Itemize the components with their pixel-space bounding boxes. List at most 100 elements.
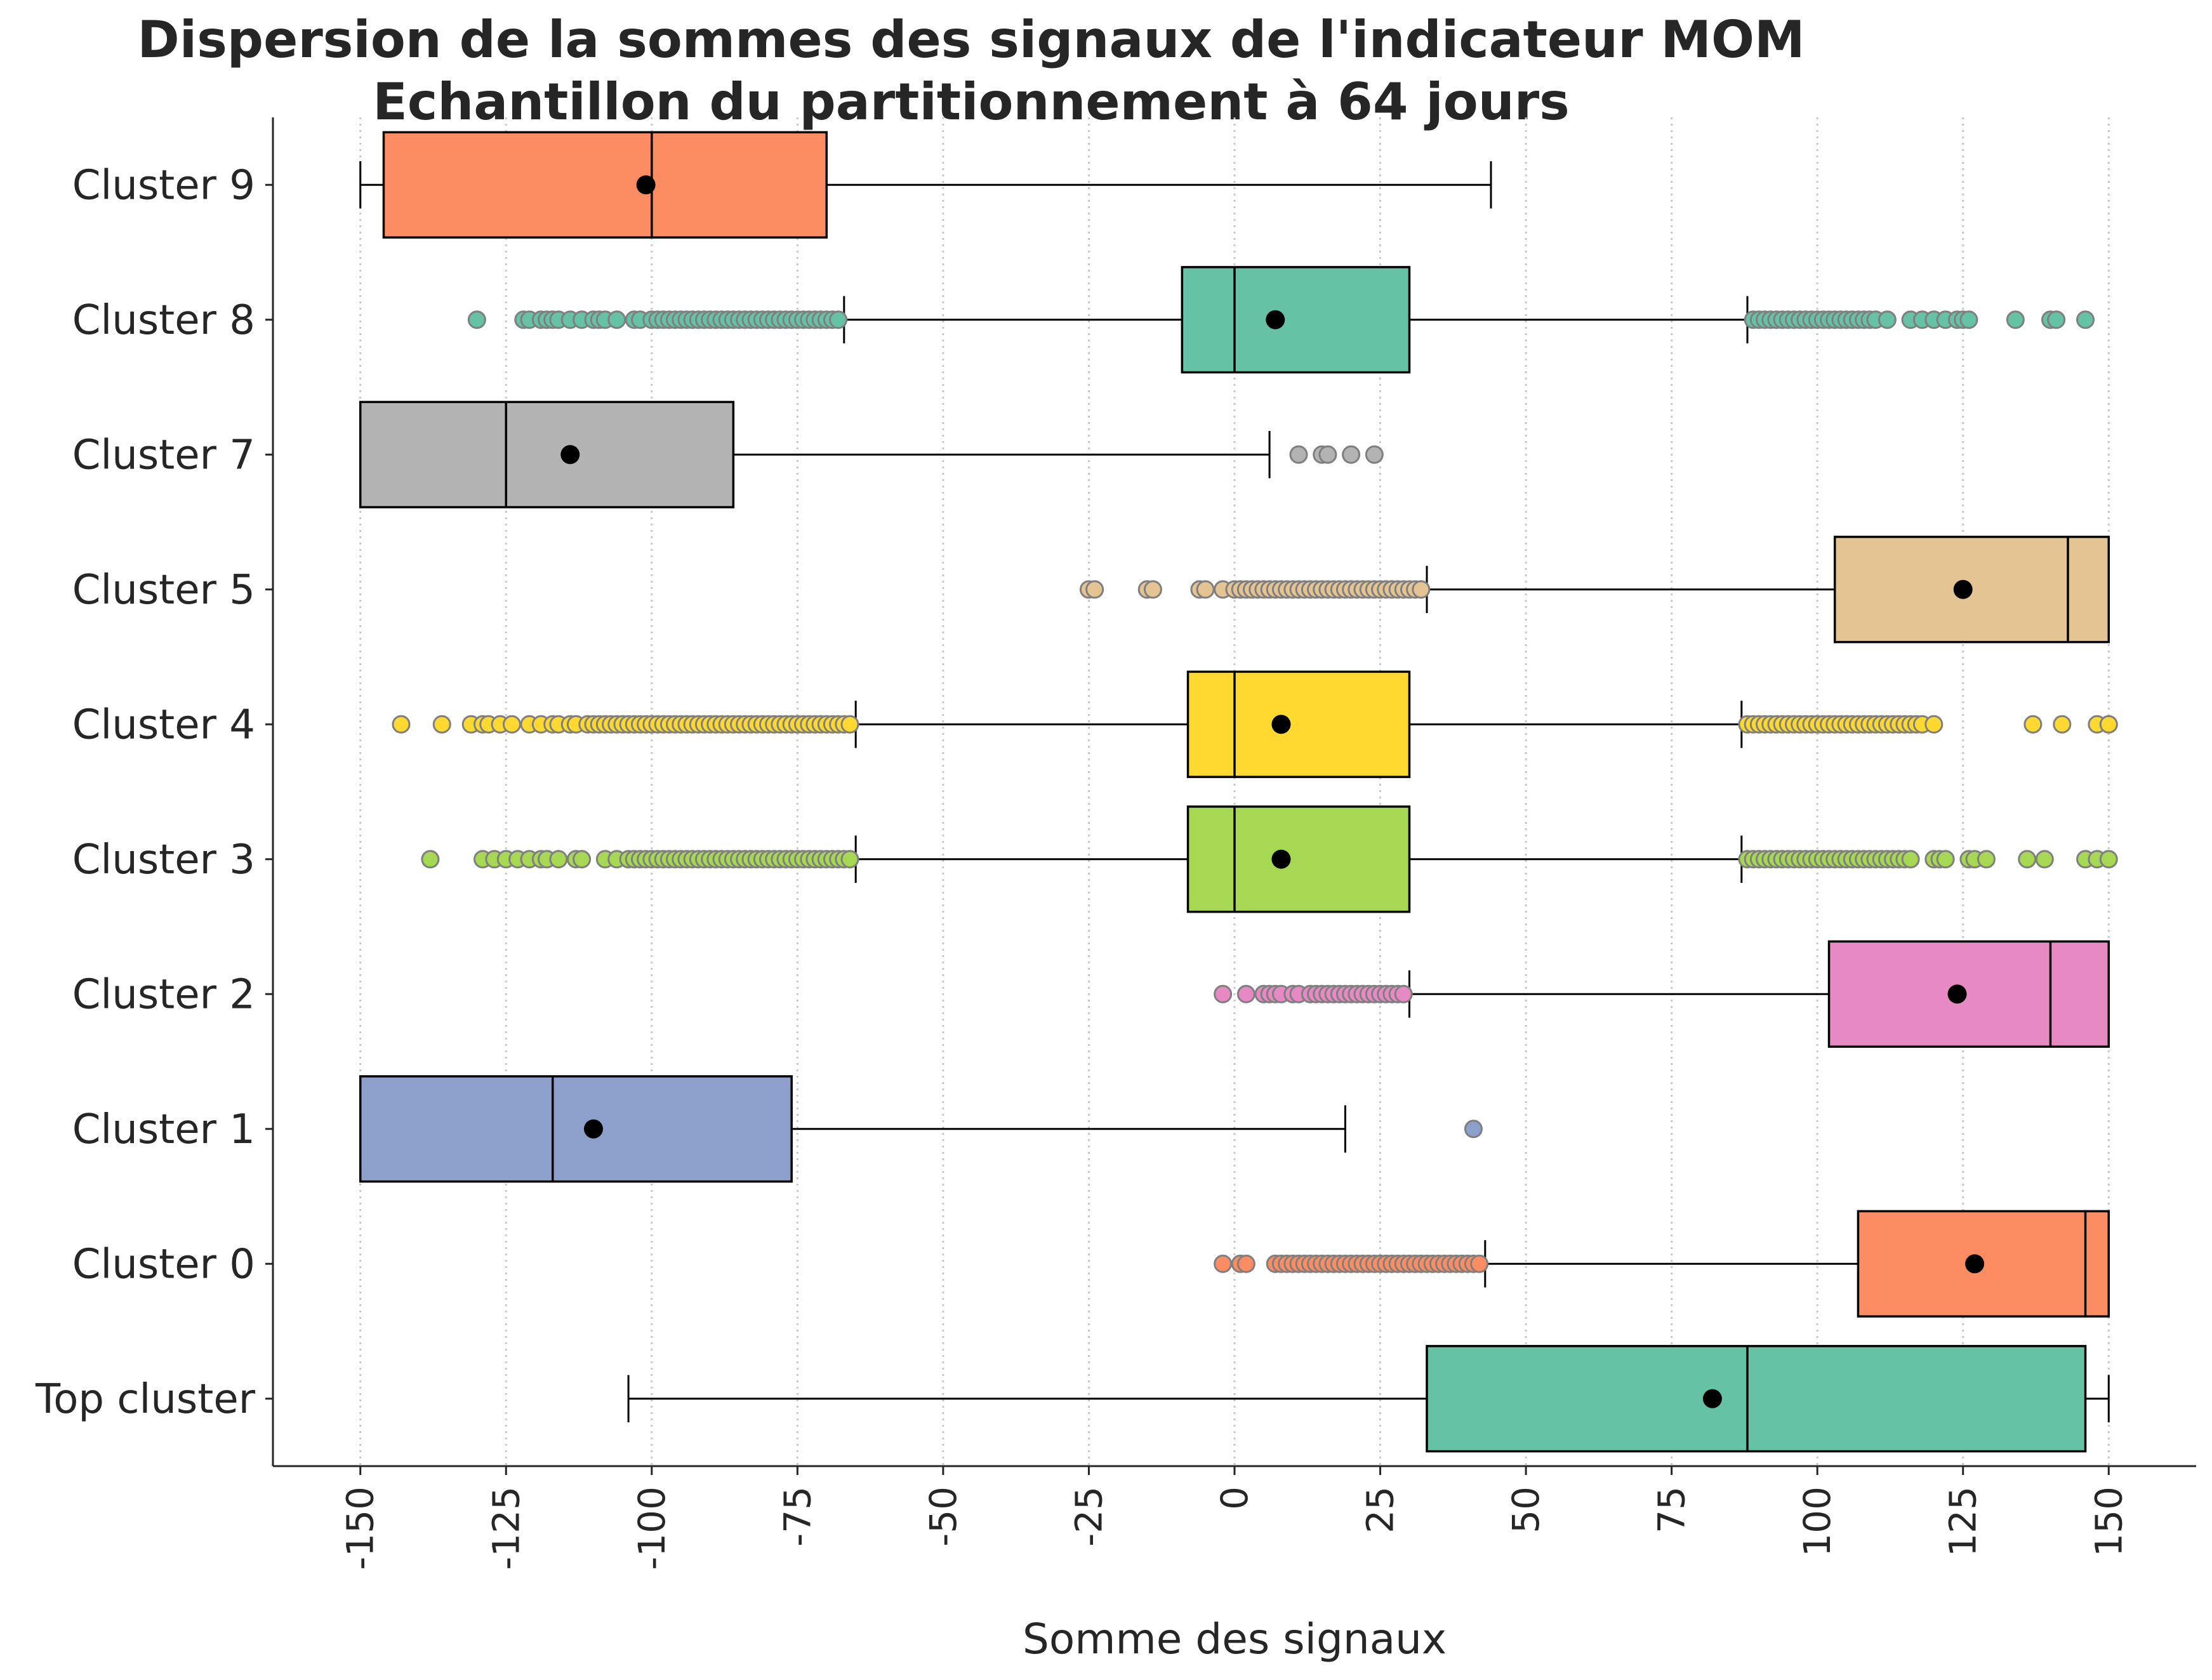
outlier-point [467,310,486,329]
mean-marker [1702,1389,1722,1408]
mean-marker [1953,579,1973,599]
mean-marker [1947,984,1967,1004]
y-tick-label: Cluster 4 [72,701,255,748]
outlier-point [1959,310,1978,329]
mean-marker [584,1119,603,1139]
iqr-box [359,1075,793,1183]
outlier-point [1342,445,1361,464]
box-group [392,670,2118,778]
y-tick-label: Cluster 8 [72,297,255,344]
x-tick-label: 25 [1359,1486,1402,1533]
outlier-point [2053,715,2072,734]
x-tick-label: -150 [339,1486,382,1570]
outlier-point [1289,445,1308,464]
outlier-point [1143,580,1162,599]
chart-title-line1: Dispersion de la sommes des signaux de l… [137,10,1805,69]
outlier-point [1936,850,1955,869]
box-group [1214,1210,2110,1318]
outlier-point [840,850,859,869]
outlier-point [840,715,859,734]
outlier-point [1394,984,1413,1003]
x-tick-label: -100 [630,1486,673,1570]
outlier-point [432,715,451,734]
outlier-point [1878,310,1897,329]
outlier-point [2099,715,2118,734]
outlier-point [1236,984,1255,1003]
outlier-point [607,310,626,329]
outlier-point [2006,310,2025,329]
y-tick-label: Cluster 7 [72,432,255,479]
box-group [359,131,1492,239]
iqr-box [1426,1345,2087,1453]
outlier-point [392,715,411,734]
outlier-point [421,850,440,869]
outlier-point [1214,984,1233,1003]
grid-lines [359,117,2110,1466]
mean-marker [1271,849,1291,869]
outlier-point [1318,445,1337,464]
y-tick-label: Cluster 9 [72,162,255,209]
mean-marker [1271,715,1291,734]
iqr-box [1186,805,1411,913]
mean-marker [1965,1254,1985,1274]
x-tick-label: 125 [1942,1486,1985,1557]
x-tick-label: 0 [1213,1486,1256,1510]
chart-title-line2: Echantillon du partitionnement à 64 jour… [373,72,1570,131]
box-group [1079,536,2110,644]
y-tick-label: Cluster 2 [72,971,255,1018]
outlier-point [2099,850,2118,869]
box-group [359,400,1384,508]
iqr-box [359,400,735,508]
y-tick-label: Top cluster [35,1376,256,1423]
y-tick-label: Cluster 3 [72,837,255,883]
outlier-point [1236,1254,1255,1273]
outlier-point [1924,715,1944,734]
outlier-point [549,850,568,869]
outlier-point [2047,310,2066,329]
outlier-point [573,850,592,869]
mean-marker [1266,310,1285,329]
outlier-point [2035,850,2054,869]
outlier-point [829,310,848,329]
outlier-point [1412,580,1431,599]
outlier-point [2076,310,2095,329]
y-tick-label: Cluster 1 [72,1106,255,1153]
iqr-box [1181,266,1411,374]
outlier-point [1196,580,1215,599]
outlier-point [2018,850,2037,869]
outlier-point [1901,850,1920,869]
outlier-point [502,715,521,734]
y-tick-labels: Cluster 9 Cluster 8 Cluster 7 Cluster 5 Clus… [35,162,273,1423]
box-group [627,1345,2110,1453]
x-tick-label: -125 [484,1486,527,1570]
mean-marker [560,445,580,465]
x-tick-label: -50 [922,1486,965,1547]
y-tick-label: Cluster 0 [72,1241,255,1288]
x-tick-label: 150 [2087,1486,2130,1557]
iqr-box [1827,940,2110,1048]
mean-marker [636,175,656,195]
x-tick-label: 50 [1504,1486,1547,1533]
box-group [467,266,2095,374]
outlier-point [1214,1254,1233,1273]
outlier-point [1977,850,1996,869]
box-group [359,1075,1483,1183]
x-tick-label: 100 [1796,1486,1839,1557]
x-tick-label: 75 [1650,1486,1693,1533]
x-tick-label: -75 [776,1486,819,1547]
outlier-point [1085,580,1104,599]
iqr-box [1186,670,1411,778]
box-plots [359,131,2118,1453]
x-axis-label: Somme des signaux [1023,1615,1447,1663]
box-group [1214,940,2110,1048]
x-tick-labels: -150 -125 -100 -75 -50 -25 0 25 50 75 100 125 150 [339,1466,2130,1570]
outlier-point [1365,445,1384,464]
x-tick-label: -25 [1067,1486,1110,1547]
box-group [421,805,2118,913]
outlier-point [1464,1120,1483,1139]
outlier-point [2023,715,2043,734]
y-tick-label: Cluster 5 [72,567,255,614]
iqr-box [382,131,828,239]
outlier-point [1470,1254,1489,1273]
